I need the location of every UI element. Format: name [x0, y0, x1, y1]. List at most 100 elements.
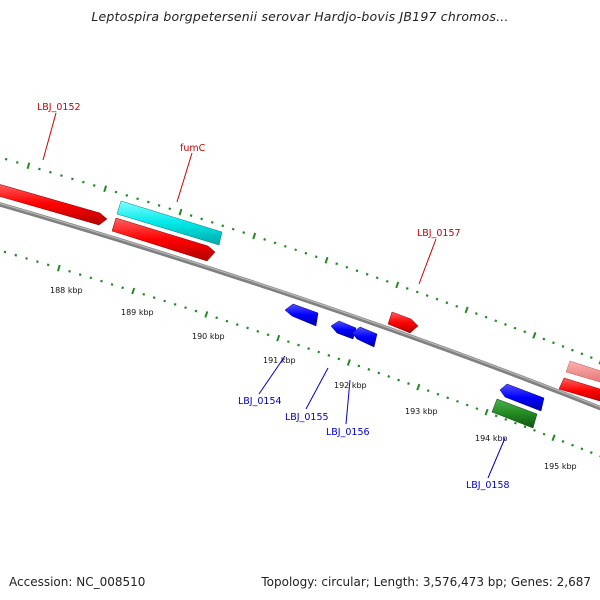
minor-tick	[4, 157, 8, 161]
label-lbj-0157[interactable]: LBJ_0157	[417, 228, 461, 239]
major-tick	[532, 332, 537, 339]
minor-tick	[314, 255, 318, 259]
label-lbj-0158[interactable]: LBJ_0158	[466, 480, 510, 491]
gene-lbj-0157[interactable]	[387, 311, 419, 334]
minor-tick	[92, 184, 96, 187]
gene-fumc[interactable]	[116, 200, 223, 246]
minor-tick	[523, 425, 527, 429]
minor-tick	[168, 207, 172, 211]
kbp-label-193: 193 kbp	[405, 407, 438, 416]
major-tick	[276, 334, 281, 342]
minor-tick	[38, 167, 41, 171]
minor-tick	[375, 276, 379, 280]
map-title: Leptospira borgpetersenii serovar Hardjo…	[91, 9, 509, 24]
minor-tick	[49, 170, 52, 174]
minor-tick	[365, 272, 369, 276]
minor-tick	[286, 340, 290, 344]
minor-tick	[256, 329, 260, 333]
label-lbj-0155[interactable]: LBJ_0155	[285, 412, 329, 423]
minor-tick	[513, 421, 517, 425]
minor-tick	[114, 190, 118, 194]
major-tick	[204, 311, 209, 318]
gene-lbj-0158[interactable]	[491, 398, 538, 429]
minor-tick	[242, 231, 246, 234]
minor-tick	[15, 161, 19, 164]
major-tick	[416, 383, 421, 391]
minor-tick	[337, 357, 341, 361]
leader-lbj-0155	[305, 367, 329, 410]
minor-tick	[435, 297, 439, 301]
label-lbj-0156[interactable]: LBJ_0156	[326, 427, 370, 438]
minor-tick	[3, 250, 7, 254]
minor-tick	[317, 350, 321, 354]
minor-tick	[580, 352, 584, 356]
gene-lbj-0155[interactable]	[330, 320, 357, 340]
minor-tick	[484, 315, 488, 319]
minor-tick	[146, 200, 150, 204]
gene-lbj-0156[interactable]	[351, 326, 378, 348]
leader-lbj-0158	[487, 437, 506, 479]
major-tick	[324, 256, 329, 264]
kbp-label-195: 195 kbp	[544, 462, 577, 471]
minor-tick	[78, 273, 82, 277]
minor-tick	[36, 260, 39, 264]
minor-tick	[456, 400, 459, 403]
inner-tick-row	[3, 250, 600, 458]
minor-tick	[455, 304, 459, 308]
leader-lbj-0154	[258, 355, 286, 395]
kbp-label-194: 194 kbp	[475, 434, 508, 443]
major-tick	[103, 185, 108, 193]
outer-tick-row	[4, 157, 600, 365]
gene-lbj-0159[interactable]	[565, 360, 600, 385]
minor-tick	[121, 286, 125, 290]
label-lbj-0152[interactable]: LBJ_0152	[37, 102, 81, 113]
minor-tick	[210, 220, 214, 224]
gene-lbj-0160[interactable]	[558, 377, 600, 404]
minor-tick	[71, 177, 74, 181]
minor-tick	[60, 174, 63, 177]
gene-lbj-0152[interactable]	[111, 217, 216, 262]
leader-lbj-0157	[418, 238, 437, 285]
minor-tick	[474, 312, 478, 315]
minor-tick	[294, 248, 298, 252]
minor-tick	[189, 214, 193, 217]
minor-tick	[367, 368, 371, 371]
minor-tick	[152, 296, 156, 300]
label-lbj-0154[interactable]: LBJ_0154	[238, 396, 282, 407]
minor-tick	[426, 389, 430, 393]
minor-tick	[533, 428, 536, 432]
minor-tick	[263, 238, 267, 241]
minor-tick	[405, 287, 409, 290]
minor-tick	[345, 265, 349, 269]
major-tick	[551, 434, 556, 442]
minor-tick	[68, 269, 71, 273]
minor-tick	[589, 356, 593, 359]
leader-lbj-0152	[42, 112, 57, 161]
minor-tick	[100, 279, 103, 283]
label-fumc[interactable]: fumC	[180, 143, 206, 154]
minor-tick	[297, 343, 300, 347]
gene-lbj-0151[interactable]	[0, 183, 108, 226]
kbp-label-189: 189 kbp	[121, 308, 154, 317]
major-tick	[464, 306, 469, 314]
gene-lbj-0154[interactable]	[284, 303, 319, 327]
minor-tick	[273, 241, 277, 245]
major-tick	[56, 264, 61, 272]
major-tick	[131, 287, 136, 295]
minor-tick	[589, 451, 593, 454]
minor-tick	[89, 276, 93, 280]
minor-tick	[387, 375, 391, 378]
minor-tick	[246, 326, 249, 330]
minor-tick	[397, 378, 401, 382]
minor-tick	[570, 348, 574, 352]
gene-lbj-0158a[interactable]	[499, 383, 545, 412]
minor-tick	[173, 302, 177, 306]
kbp-label-190: 190 kbp	[192, 332, 225, 341]
accession-text: Accession: NC_008510	[9, 575, 146, 589]
minor-tick	[194, 309, 198, 313]
minor-tick	[552, 341, 555, 345]
minor-tick	[266, 333, 270, 337]
minor-tick	[542, 432, 546, 436]
minor-tick	[494, 319, 498, 323]
